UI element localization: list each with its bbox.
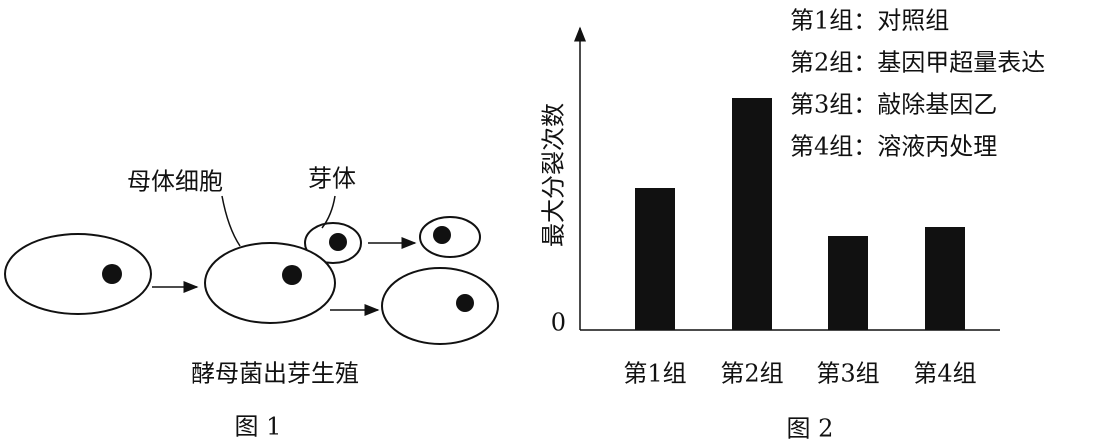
legend-text: 第4组：溶液丙处理 bbox=[790, 133, 997, 161]
nucleus bbox=[329, 233, 347, 251]
nucleus bbox=[433, 226, 451, 244]
legend-text: 第1组：对照组 bbox=[790, 7, 949, 35]
caption: 图 1 bbox=[235, 413, 282, 441]
yeast-cell bbox=[381, 267, 499, 345]
x-tick-label: 第3组 bbox=[816, 360, 879, 388]
leader-line bbox=[221, 195, 241, 247]
nucleus bbox=[456, 294, 474, 312]
x-tick-label: 第4组 bbox=[913, 360, 976, 388]
x-tick-label: 第1组 bbox=[623, 360, 686, 388]
caption: 图 2 bbox=[787, 415, 834, 443]
nucleus bbox=[282, 265, 302, 285]
bar bbox=[925, 227, 965, 330]
nucleus bbox=[102, 264, 122, 284]
figure-1: 母体细胞 芽体 酵母菌出芽生殖 图 1 bbox=[4, 165, 499, 441]
figure-2: 最大分裂次数 图 2 0 第1组 第2组 第3组 第4组 第1组：对照组第2组：基因甲超量… bbox=[540, 7, 1046, 443]
x-tick-label: 第2组 bbox=[720, 360, 783, 388]
y-axis-label: 最大分裂次数 bbox=[540, 103, 568, 247]
bar bbox=[635, 188, 675, 330]
label: 母体细胞 bbox=[127, 168, 223, 196]
legend-text: 第2组：基因甲超量表达 bbox=[790, 49, 1045, 77]
bar bbox=[732, 98, 772, 330]
bar bbox=[828, 236, 868, 330]
leader-line bbox=[321, 195, 336, 229]
mother-cell bbox=[204, 242, 336, 324]
legend-text: 第3组：敲除基因乙 bbox=[790, 91, 997, 119]
y-tick-label: 0 bbox=[551, 309, 566, 337]
label: 芽体 bbox=[308, 165, 356, 193]
figure-title: 酵母菌出芽生殖 bbox=[191, 360, 359, 388]
yeast-cell bbox=[4, 233, 152, 315]
